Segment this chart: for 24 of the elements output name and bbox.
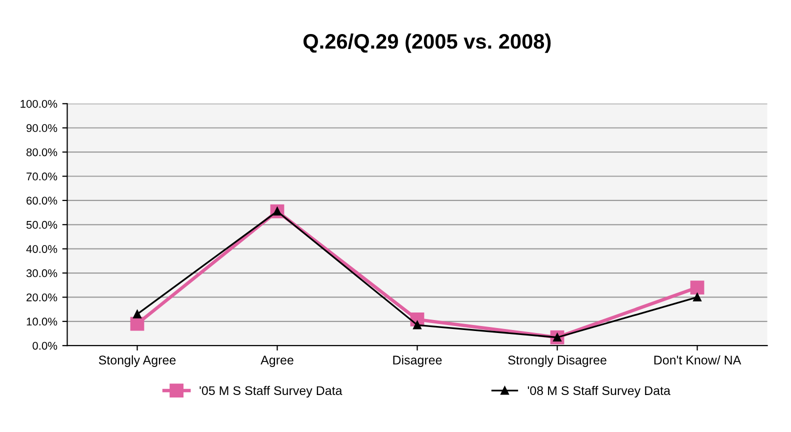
point xyxy=(690,280,704,294)
point xyxy=(130,316,144,331)
x-tick-label: Stongly Agree xyxy=(98,355,176,367)
y-tick-label: 50.0% xyxy=(26,220,58,229)
legend-label: '05 M S Staff Survey Data xyxy=(200,386,342,398)
chart-title: Q.26/Q.29 (2005 vs. 2008) xyxy=(304,33,551,53)
point xyxy=(413,320,422,330)
y-tick-label: 90.0% xyxy=(26,124,58,132)
y-tick-label: 10.0% xyxy=(26,318,58,326)
y-tick-label: 0.0% xyxy=(32,342,58,350)
point xyxy=(693,293,702,302)
y-tick-label: 100.0% xyxy=(20,100,58,108)
x-tick-label: Strongly Disagree xyxy=(508,355,606,367)
y-tick-label: 40.0% xyxy=(26,245,58,253)
y-tick-label: 20.0% xyxy=(26,293,58,302)
y-tick-label: 60.0% xyxy=(26,196,58,205)
x-tick-label: Agree xyxy=(260,356,294,367)
x-tick-label: Disagree xyxy=(393,355,442,367)
y-tick-label: 70.0% xyxy=(26,172,58,180)
y-tick-label: 30.0% xyxy=(26,269,58,278)
legend-label: '08 M S Staff Survey Data xyxy=(528,386,670,398)
point xyxy=(133,310,142,318)
y-tick-label: 80.0% xyxy=(26,148,58,156)
x-tick-label: Don't Know/ NA xyxy=(654,355,742,365)
